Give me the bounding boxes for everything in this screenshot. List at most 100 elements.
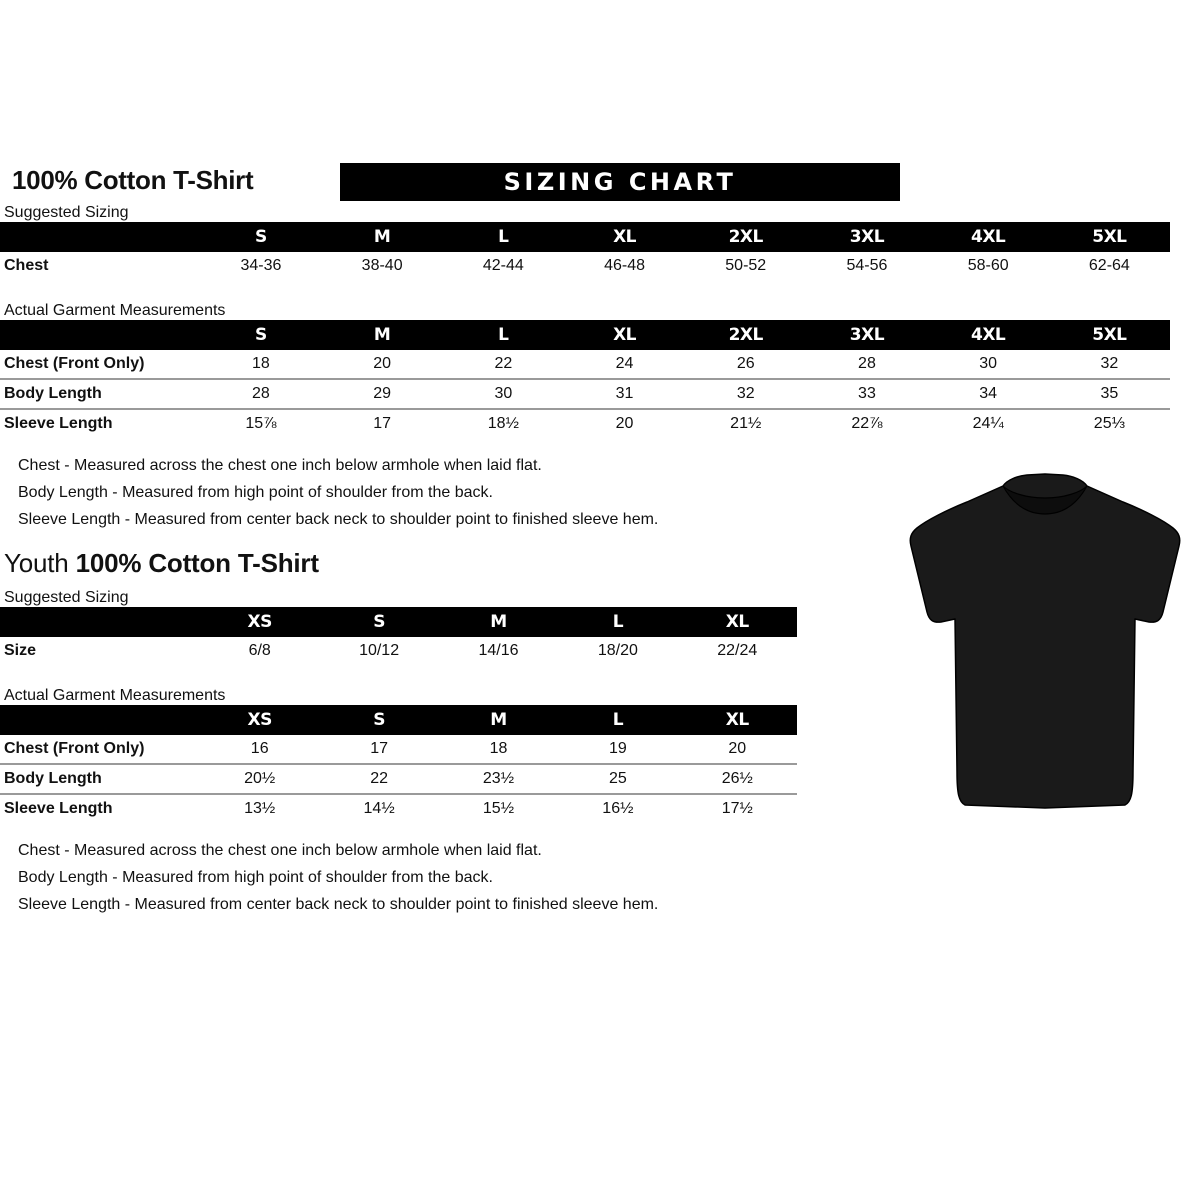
adult-suggested-sizing-label: Suggested Sizing bbox=[4, 204, 129, 221]
column-header: 4XL bbox=[927, 222, 1049, 252]
cell: 28 bbox=[806, 350, 928, 379]
column-header: S bbox=[200, 320, 322, 350]
table-row: Sleeve Length 15⅞ 17 18½ 20 21½ 22⅞ 24¼ … bbox=[0, 408, 1170, 438]
table-row: Body Length 20½ 22 23½ 25 26½ bbox=[0, 763, 797, 794]
cell: 33 bbox=[806, 378, 928, 409]
sizing-chart-banner-label: SIZING CHART bbox=[503, 168, 737, 196]
cell: 14/16 bbox=[438, 637, 559, 665]
cell: 20 bbox=[563, 408, 686, 438]
column-header: S bbox=[319, 705, 439, 735]
product-image bbox=[895, 472, 1195, 817]
row-label: Sleeve Length bbox=[0, 408, 201, 438]
cell: 20½ bbox=[200, 763, 320, 794]
table-header-row: XS S M L XL bbox=[0, 607, 797, 637]
column-header: S bbox=[319, 607, 439, 637]
cell: 25⅓ bbox=[1048, 408, 1170, 438]
cell: 34 bbox=[927, 378, 1049, 409]
note-sleeve-length: Sleeve Length - Measured from center bac… bbox=[18, 511, 659, 528]
table-row: Body Length 28 29 30 31 32 33 34 35 bbox=[0, 378, 1170, 409]
column-header: L bbox=[442, 320, 564, 350]
cell: 14½ bbox=[319, 793, 439, 823]
cell: 20 bbox=[677, 735, 797, 764]
cell: 31 bbox=[563, 378, 686, 409]
row-label: Chest bbox=[0, 252, 201, 280]
youth-notes: Chest - Measured across the chest one in… bbox=[0, 823, 1200, 918]
column-header: XL bbox=[677, 705, 797, 735]
adult-suggested-sizing-table: S M L XL 2XL 3XL 4XL 5XL Chest 34-36 38-… bbox=[0, 222, 1170, 280]
column-header: 2XL bbox=[685, 222, 807, 252]
table-row: Chest 34-36 38-40 42-44 46-48 50-52 54-5… bbox=[0, 252, 1170, 280]
cell: 20 bbox=[321, 350, 443, 379]
row-label: Chest (Front Only) bbox=[0, 735, 200, 764]
column-header bbox=[0, 607, 200, 637]
cell: 17 bbox=[319, 735, 439, 764]
column-header: XS bbox=[200, 705, 320, 735]
table-row: Sleeve Length 13½ 14½ 15½ 16½ 17½ bbox=[0, 793, 797, 823]
note-chest: Chest - Measured across the chest one in… bbox=[18, 457, 542, 474]
cell: 15½ bbox=[438, 793, 559, 823]
row-label: Body Length bbox=[0, 378, 201, 409]
note-body-length: Body Length - Measured from high point o… bbox=[18, 869, 493, 886]
column-header: L bbox=[558, 705, 678, 735]
note-sleeve-length: Sleeve Length - Measured from center bac… bbox=[18, 896, 659, 913]
cell: 24 bbox=[563, 350, 686, 379]
note-body-length: Body Length - Measured from high point o… bbox=[18, 484, 493, 501]
column-header bbox=[0, 320, 201, 350]
cell: 62-64 bbox=[1048, 252, 1170, 280]
table-row: Chest (Front Only) 18 20 22 24 26 28 30 … bbox=[0, 350, 1170, 379]
cell: 19 bbox=[558, 735, 678, 764]
column-header: M bbox=[321, 320, 443, 350]
table-header-row: S M L XL 2XL 3XL 4XL 5XL bbox=[0, 222, 1170, 252]
column-header: XL bbox=[563, 222, 686, 252]
youth-title-prefix: Youth bbox=[4, 548, 76, 578]
row-label: Sleeve Length bbox=[0, 793, 200, 823]
youth-page-title: Youth 100% Cotton T-Shirt bbox=[0, 548, 1200, 579]
cell: 46-48 bbox=[563, 252, 686, 280]
youth-actual-measurements-table: XS S M L XL Chest (Front Only) 16 17 18 … bbox=[0, 705, 797, 823]
cell: 30 bbox=[927, 350, 1049, 379]
cell: 18½ bbox=[442, 408, 564, 438]
column-header: XL bbox=[563, 320, 686, 350]
table-header-row: XS S M L XL bbox=[0, 705, 797, 735]
cell: 54-56 bbox=[806, 252, 928, 280]
cell: 15⅞ bbox=[200, 408, 322, 438]
adult-title-row: 100% Cotton T-Shirt SIZING CHART bbox=[0, 160, 1200, 204]
cell: 22/24 bbox=[677, 637, 797, 665]
column-header: 3XL bbox=[806, 320, 928, 350]
cell: 32 bbox=[685, 378, 807, 409]
cell: 25 bbox=[558, 763, 678, 794]
column-header: 5XL bbox=[1048, 320, 1170, 350]
cell: 13½ bbox=[200, 793, 320, 823]
column-header: L bbox=[442, 222, 564, 252]
cell: 22 bbox=[319, 763, 439, 794]
column-header: 5XL bbox=[1048, 222, 1170, 252]
youth-suggested-sizing-label: Suggested Sizing bbox=[4, 589, 129, 606]
cell: 30 bbox=[442, 378, 564, 409]
cell: 22⅞ bbox=[806, 408, 928, 438]
adult-section: 100% Cotton T-Shirt SIZING CHART Suggest… bbox=[0, 160, 1200, 533]
column-header: S bbox=[200, 222, 322, 252]
row-label: Body Length bbox=[0, 763, 200, 794]
cell: 26 bbox=[685, 350, 807, 379]
cell: 18/20 bbox=[558, 637, 678, 665]
tshirt-icon bbox=[909, 473, 1181, 809]
table-header-row: S M L XL 2XL 3XL 4XL 5XL bbox=[0, 320, 1170, 350]
column-header: 2XL bbox=[685, 320, 807, 350]
column-header: XS bbox=[200, 607, 320, 637]
cell: 18 bbox=[200, 350, 322, 379]
column-header: 3XL bbox=[806, 222, 928, 252]
cell: 16 bbox=[200, 735, 320, 764]
cell: 26½ bbox=[677, 763, 797, 794]
page-title: 100% Cotton T-Shirt bbox=[12, 165, 254, 195]
row-label: Chest (Front Only) bbox=[0, 350, 201, 379]
cell: 18 bbox=[438, 735, 559, 764]
cell: 38-40 bbox=[321, 252, 443, 280]
table-row: Chest (Front Only) 16 17 18 19 20 bbox=[0, 735, 797, 764]
table-row: Size 6/8 10/12 14/16 18/20 22/24 bbox=[0, 637, 797, 665]
row-label: Size bbox=[0, 637, 200, 665]
cell: 24¼ bbox=[927, 408, 1049, 438]
cell: 29 bbox=[321, 378, 443, 409]
cell: 10/12 bbox=[319, 637, 439, 665]
cell: 42-44 bbox=[442, 252, 564, 280]
column-header: 4XL bbox=[927, 320, 1049, 350]
